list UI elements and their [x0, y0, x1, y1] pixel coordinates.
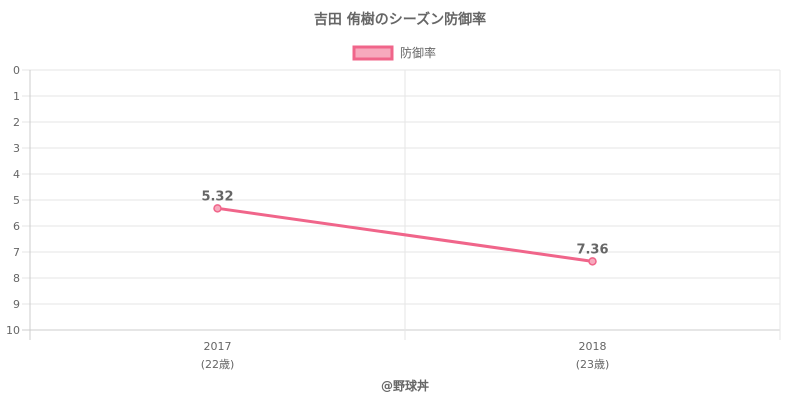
legend-label: 防御率 [400, 45, 436, 60]
y-tick-label: 5 [13, 194, 20, 207]
x-tick-label: 2018 [579, 340, 607, 353]
legend[interactable]: 防御率 [352, 45, 436, 61]
y-tick-label: 1 [13, 90, 20, 103]
y-tick-label: 4 [13, 168, 20, 181]
y-tick-label: 10 [6, 324, 20, 337]
chart-title: 吉田 侑樹のシーズン防御率 [314, 11, 486, 28]
x-tick-sublabel: (22歳) [201, 358, 235, 371]
x-tick-sublabel: (23歳) [576, 358, 610, 371]
y-tick-label: 3 [13, 142, 20, 155]
grid-layer [22, 69, 781, 340]
x-tick-label: 2017 [204, 340, 232, 353]
y-tick-label: 6 [13, 220, 20, 233]
y-tick-label: 8 [13, 272, 20, 285]
data-point [588, 257, 597, 266]
footer-credit: @野球丼 [381, 378, 429, 393]
data-point [213, 204, 222, 213]
series-layer: 5.32 7.36 [201, 189, 609, 266]
data-label: 5.32 [201, 189, 233, 204]
y-tick-label: 9 [13, 298, 20, 311]
y-tick-label: 2 [13, 116, 20, 129]
axis-layer: 0 1 2 3 4 5 6 7 8 9 10 2017 (22歳) 2018 (23歳) [6, 64, 609, 371]
series-line [217, 206, 593, 263]
legend-swatch [352, 45, 394, 61]
data-label: 7.36 [576, 242, 608, 257]
y-tick-label: 0 [13, 64, 20, 77]
y-tick-label: 7 [13, 246, 20, 259]
